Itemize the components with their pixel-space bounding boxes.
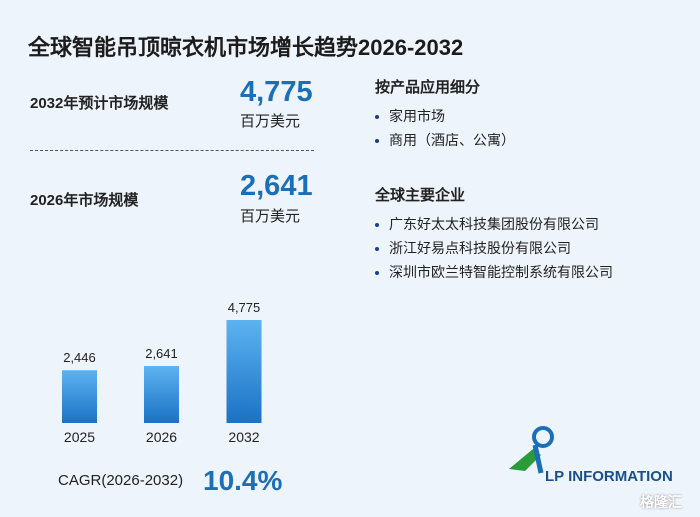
stat-label: 2032年预计市场规模 xyxy=(30,95,169,112)
cagr-label: CAGR(2026-2032) xyxy=(58,472,184,489)
segments-heading: 按产品应用细分 xyxy=(375,79,481,96)
stat-label: 2026年市场规模 xyxy=(30,192,139,209)
bar xyxy=(62,370,97,423)
bar xyxy=(226,320,262,423)
stat-value: 2,641 xyxy=(240,170,313,202)
segment-item: 家用市场 xyxy=(375,104,515,128)
value-label: 2,641 xyxy=(145,346,178,361)
x-tick-label: 2025 xyxy=(64,429,95,445)
stat-unit: 百万美元 xyxy=(240,208,301,225)
cagr-value: 10.4% xyxy=(203,465,283,496)
title: 全球智能吊顶晾衣机市场增长趋势2026-2032 xyxy=(28,35,464,60)
x-tick-label: 2026 xyxy=(146,429,177,445)
value-label: 2,446 xyxy=(63,350,96,365)
stat-unit: 百万美元 xyxy=(240,113,301,130)
segments-list: 家用市场 商用（酒店、公寓） xyxy=(375,104,515,152)
companies-heading: 全球主要企业 xyxy=(375,187,466,204)
companies-list: 广东好太太科技集团股份有限公司 浙江好易点科技股份有限公司 深圳市欧兰特智能控制… xyxy=(375,212,613,284)
bar xyxy=(144,366,179,423)
divider xyxy=(30,150,314,151)
logo-icon xyxy=(509,426,554,474)
segment-item: 商用（酒店、公寓） xyxy=(375,128,515,152)
x-tick-label: 2032 xyxy=(228,429,259,445)
company-item: 广东好太太科技集团股份有限公司 xyxy=(375,212,613,236)
company-item: 深圳市欧兰特智能控制系统有限公司 xyxy=(375,260,613,284)
logo-text: LP INFORMATION xyxy=(545,468,673,485)
company-item: 浙江好易点科技股份有限公司 xyxy=(375,236,613,260)
bar-chart: 2,446 2025 2,641 2026 4,775 2032 xyxy=(62,300,262,445)
watermark: 格隆汇 xyxy=(640,494,682,510)
stat-value: 4,775 xyxy=(240,76,313,108)
value-label: 4,775 xyxy=(228,300,261,315)
